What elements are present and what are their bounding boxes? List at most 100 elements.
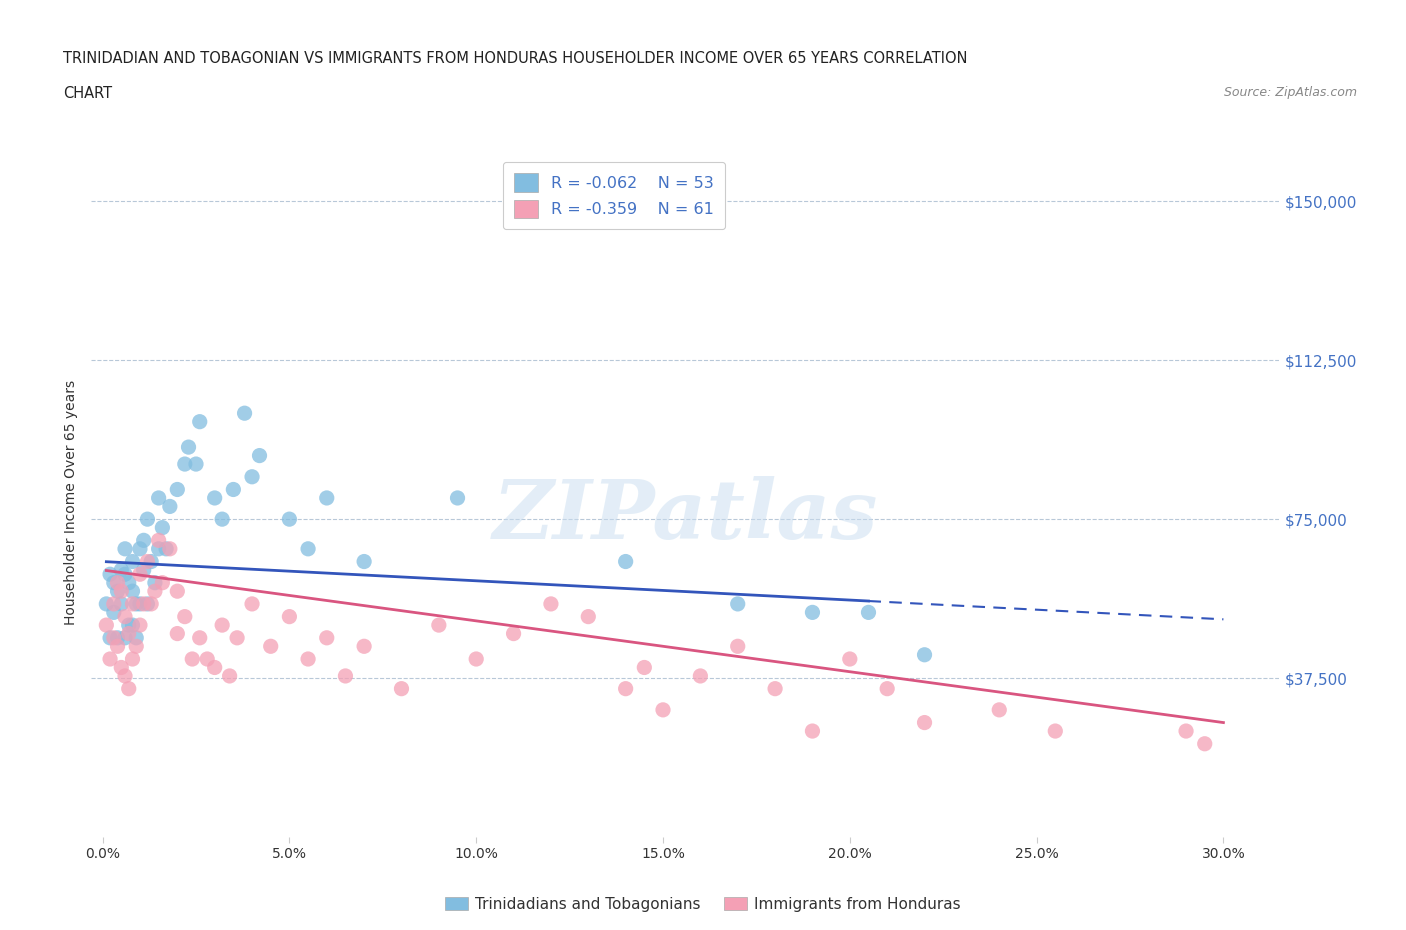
- Point: [129, 596, 152, 611]
- Point: [129, 566, 152, 581]
- Point: [98, 566, 121, 581]
- Text: ZIPatlas: ZIPatlas: [492, 475, 879, 555]
- Point: [103, 576, 125, 591]
- Point: [125, 631, 148, 645]
- Point: [988, 702, 1011, 717]
- Point: [148, 533, 170, 548]
- Text: CHART: CHART: [63, 86, 112, 101]
- Point: [121, 596, 143, 611]
- Text: TRINIDADIAN AND TOBAGONIAN VS IMMIGRANTS FROM HONDURAS HOUSEHOLDER INCOME OVER 6: TRINIDADIAN AND TOBAGONIAN VS IMMIGRANTS…: [63, 51, 967, 66]
- Point: [121, 652, 143, 667]
- Text: Source: ZipAtlas.com: Source: ZipAtlas.com: [1223, 86, 1357, 100]
- Point: [465, 652, 488, 667]
- Point: [136, 596, 159, 611]
- Point: [391, 682, 413, 697]
- Point: [335, 669, 357, 684]
- Point: [233, 405, 256, 420]
- Point: [125, 639, 148, 654]
- Point: [136, 554, 159, 569]
- Point: [141, 596, 163, 611]
- Point: [858, 604, 880, 619]
- Point: [107, 639, 129, 654]
- Point: [129, 541, 152, 556]
- Point: [121, 554, 143, 569]
- Point: [107, 576, 129, 591]
- Point: [125, 596, 148, 611]
- Point: [446, 490, 468, 505]
- Point: [96, 618, 118, 632]
- Point: [1175, 724, 1198, 738]
- Point: [173, 609, 195, 624]
- Point: [633, 660, 655, 675]
- Point: [110, 563, 132, 578]
- Point: [98, 631, 121, 645]
- Point: [876, 682, 898, 697]
- Point: [249, 448, 271, 463]
- Point: [143, 584, 166, 599]
- Point: [297, 652, 319, 667]
- Point: [148, 541, 170, 556]
- Point: [727, 639, 749, 654]
- Point: [278, 609, 301, 624]
- Point: [763, 682, 786, 697]
- Point: [132, 533, 155, 548]
- Point: [159, 541, 181, 556]
- Point: [114, 609, 136, 624]
- Point: [260, 639, 283, 654]
- Point: [173, 457, 195, 472]
- Point: [177, 440, 200, 455]
- Point: [150, 520, 173, 535]
- Point: [801, 724, 824, 738]
- Point: [155, 541, 177, 556]
- Point: [195, 652, 218, 667]
- Point: [166, 482, 188, 497]
- Point: [652, 702, 675, 717]
- Point: [118, 682, 141, 697]
- Point: [226, 631, 249, 645]
- Point: [118, 618, 141, 632]
- Point: [204, 490, 226, 505]
- Point: [166, 584, 188, 599]
- Point: [114, 566, 136, 581]
- Point: [96, 596, 118, 611]
- Point: [315, 631, 337, 645]
- Point: [204, 660, 226, 675]
- Point: [166, 626, 188, 641]
- Point: [103, 631, 125, 645]
- Point: [118, 626, 141, 641]
- Point: [689, 669, 711, 684]
- Point: [211, 512, 233, 526]
- Point: [914, 647, 936, 662]
- Point: [614, 682, 637, 697]
- Point: [118, 576, 141, 591]
- Point: [188, 631, 211, 645]
- Point: [353, 554, 375, 569]
- Point: [727, 596, 749, 611]
- Point: [110, 596, 132, 611]
- Legend: R = -0.062    N = 53, R = -0.359    N = 61: R = -0.062 N = 53, R = -0.359 N = 61: [503, 162, 725, 229]
- Point: [132, 596, 155, 611]
- Point: [159, 499, 181, 514]
- Point: [278, 512, 301, 526]
- Point: [1045, 724, 1067, 738]
- Point: [222, 482, 245, 497]
- Point: [98, 652, 121, 667]
- Point: [143, 576, 166, 591]
- Legend: Trinidadians and Tobagonians, Immigrants from Honduras: Trinidadians and Tobagonians, Immigrants…: [439, 890, 967, 918]
- Point: [614, 554, 637, 569]
- Point: [107, 584, 129, 599]
- Point: [427, 618, 450, 632]
- Point: [110, 584, 132, 599]
- Point: [502, 626, 524, 641]
- Point: [103, 596, 125, 611]
- Point: [801, 604, 824, 619]
- Point: [107, 631, 129, 645]
- Y-axis label: Householder Income Over 65 years: Householder Income Over 65 years: [65, 379, 79, 625]
- Point: [148, 490, 170, 505]
- Point: [129, 618, 152, 632]
- Point: [150, 576, 173, 591]
- Point: [181, 652, 204, 667]
- Point: [114, 541, 136, 556]
- Point: [141, 554, 163, 569]
- Point: [540, 596, 562, 611]
